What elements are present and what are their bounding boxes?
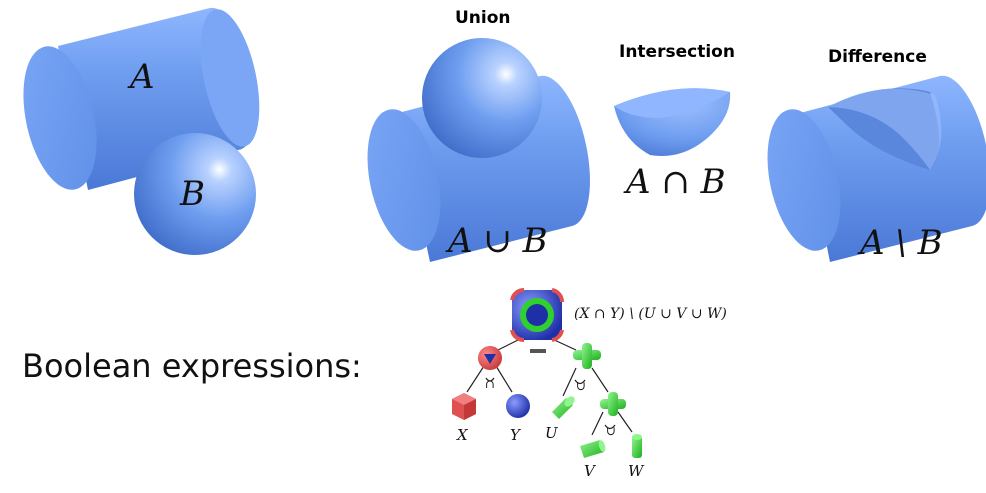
leaf-y-label: Y (510, 426, 522, 444)
difference-title: Difference (828, 47, 927, 67)
sphere-label: B (179, 174, 205, 214)
leaf-y-sphere (506, 394, 530, 418)
leaf-u-cylinder (552, 394, 577, 419)
leaf-w-label: W (628, 462, 645, 480)
intersection-title: Intersection (619, 42, 735, 62)
inner-union-node (600, 392, 626, 416)
leaf-v-cylinder (580, 439, 607, 458)
inner-op: ∪ (606, 424, 616, 438)
leaf-u-label: U (545, 424, 559, 442)
root-expression: (X ∩ Y) \ (U ∪ V ∪ W) (574, 306, 727, 322)
boolean-expressions-label: Boolean expressions: (22, 347, 362, 385)
right-op: ∪ (576, 379, 586, 393)
intersection-shape (614, 88, 730, 156)
leaf-w-cylinder (632, 434, 642, 458)
root-node (512, 290, 562, 340)
root-op-minus (530, 349, 546, 353)
intersection-formula: A ∩ B (623, 162, 726, 202)
leaf-x-label: X (456, 426, 469, 444)
union-formula: A ∪ B (445, 221, 548, 261)
csg-tree: (X ∩ Y) \ (U ∪ V ∪ W) ∩ ∪ X Y U (452, 290, 727, 480)
leaf-x-cube (452, 393, 476, 420)
cylinder-label: A (127, 57, 155, 97)
left-op: ∩ (485, 377, 495, 391)
left-intersection-node (478, 346, 502, 370)
right-union-node (573, 343, 601, 369)
union-title: Union (455, 8, 511, 28)
leaf-v-label: V (584, 462, 597, 480)
difference-formula: A \ B (857, 223, 943, 263)
